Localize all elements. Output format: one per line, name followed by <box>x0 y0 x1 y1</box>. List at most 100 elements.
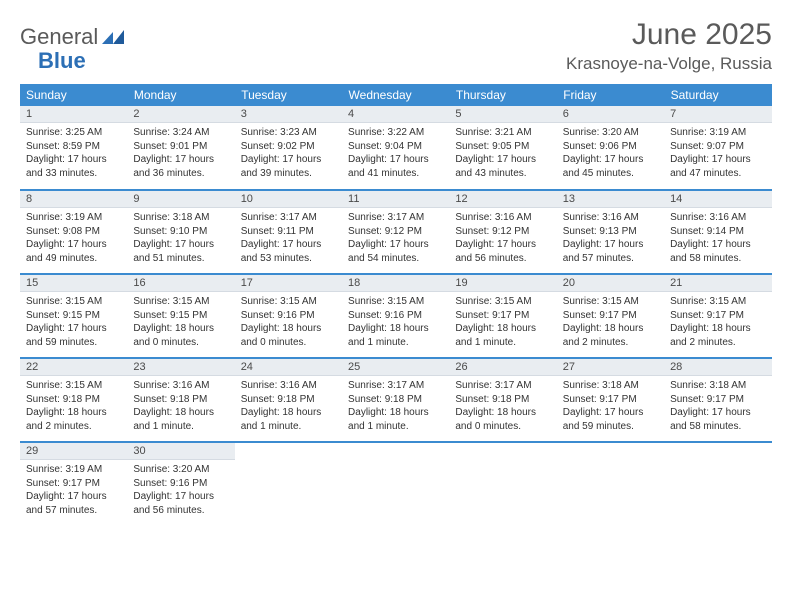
day-number: 24 <box>235 359 342 376</box>
dl1-text: Daylight: 17 hours <box>241 153 336 167</box>
col-friday: Friday <box>557 84 664 106</box>
dl1-text: Daylight: 17 hours <box>563 153 658 167</box>
sunset-text: Sunset: 9:18 PM <box>26 393 121 407</box>
day-number: 2 <box>127 106 234 123</box>
sunrise-text: Sunrise: 3:17 AM <box>241 211 336 225</box>
dl2-text: and 1 minute. <box>133 420 228 434</box>
day-number: 20 <box>557 275 664 292</box>
day-number: 15 <box>20 275 127 292</box>
dl2-text: and 2 minutes. <box>670 336 765 350</box>
week-row: 15Sunrise: 3:15 AMSunset: 9:15 PMDayligh… <box>20 274 772 358</box>
day-details: Sunrise: 3:15 AMSunset: 9:17 PMDaylight:… <box>449 292 556 353</box>
day-details: Sunrise: 3:16 AMSunset: 9:18 PMDaylight:… <box>235 376 342 437</box>
sunrise-text: Sunrise: 3:18 AM <box>563 379 658 393</box>
logo-mark-icon <box>102 30 124 44</box>
dl2-text: and 2 minutes. <box>26 420 121 434</box>
dl1-text: Daylight: 17 hours <box>670 153 765 167</box>
dl2-text: and 49 minutes. <box>26 252 121 266</box>
sunset-text: Sunset: 9:05 PM <box>455 140 550 154</box>
day-details: Sunrise: 3:16 AMSunset: 9:14 PMDaylight:… <box>664 208 771 269</box>
day-cell: 22Sunrise: 3:15 AMSunset: 9:18 PMDayligh… <box>20 358 127 442</box>
dl2-text: and 0 minutes. <box>241 336 336 350</box>
sunset-text: Sunset: 9:18 PM <box>241 393 336 407</box>
day-number: 11 <box>342 191 449 208</box>
day-cell: 25Sunrise: 3:17 AMSunset: 9:18 PMDayligh… <box>342 358 449 442</box>
day-number: 18 <box>342 275 449 292</box>
day-cell <box>235 442 342 526</box>
day-details: Sunrise: 3:17 AMSunset: 9:18 PMDaylight:… <box>449 376 556 437</box>
sunrise-text: Sunrise: 3:20 AM <box>133 463 228 477</box>
location: Krasnoye-na-Volge, Russia <box>566 54 772 74</box>
sunset-text: Sunset: 9:17 PM <box>563 309 658 323</box>
sunrise-text: Sunrise: 3:21 AM <box>455 126 550 140</box>
day-number: 13 <box>557 191 664 208</box>
dl2-text: and 1 minute. <box>348 420 443 434</box>
sunset-text: Sunset: 9:18 PM <box>348 393 443 407</box>
dl2-text: and 59 minutes. <box>563 420 658 434</box>
day-cell: 20Sunrise: 3:15 AMSunset: 9:17 PMDayligh… <box>557 274 664 358</box>
dl2-text: and 56 minutes. <box>455 252 550 266</box>
dl1-text: Daylight: 17 hours <box>26 238 121 252</box>
day-number: 19 <box>449 275 556 292</box>
sunset-text: Sunset: 9:12 PM <box>455 225 550 239</box>
dl1-text: Daylight: 18 hours <box>241 406 336 420</box>
sunrise-text: Sunrise: 3:17 AM <box>348 211 443 225</box>
week-row: 8Sunrise: 3:19 AMSunset: 9:08 PMDaylight… <box>20 190 772 274</box>
day-number: 21 <box>664 275 771 292</box>
day-cell: 23Sunrise: 3:16 AMSunset: 9:18 PMDayligh… <box>127 358 234 442</box>
day-number: 26 <box>449 359 556 376</box>
sunrise-text: Sunrise: 3:15 AM <box>670 295 765 309</box>
day-details: Sunrise: 3:15 AMSunset: 9:16 PMDaylight:… <box>235 292 342 353</box>
dl1-text: Daylight: 18 hours <box>670 322 765 336</box>
day-details: Sunrise: 3:18 AMSunset: 9:17 PMDaylight:… <box>664 376 771 437</box>
dl2-text: and 54 minutes. <box>348 252 443 266</box>
day-details: Sunrise: 3:19 AMSunset: 9:07 PMDaylight:… <box>664 123 771 184</box>
dl2-text: and 58 minutes. <box>670 252 765 266</box>
dl1-text: Daylight: 18 hours <box>348 406 443 420</box>
dl2-text: and 39 minutes. <box>241 167 336 181</box>
day-details: Sunrise: 3:20 AMSunset: 9:06 PMDaylight:… <box>557 123 664 184</box>
dl2-text: and 53 minutes. <box>241 252 336 266</box>
sunset-text: Sunset: 9:18 PM <box>133 393 228 407</box>
day-number: 7 <box>664 106 771 123</box>
sunset-text: Sunset: 8:59 PM <box>26 140 121 154</box>
sunrise-text: Sunrise: 3:15 AM <box>26 295 121 309</box>
sunset-text: Sunset: 9:08 PM <box>26 225 121 239</box>
day-cell: 24Sunrise: 3:16 AMSunset: 9:18 PMDayligh… <box>235 358 342 442</box>
dl2-text: and 57 minutes. <box>26 504 121 518</box>
day-cell: 9Sunrise: 3:18 AMSunset: 9:10 PMDaylight… <box>127 190 234 274</box>
sunrise-text: Sunrise: 3:22 AM <box>348 126 443 140</box>
day-number: 14 <box>664 191 771 208</box>
sunrise-text: Sunrise: 3:17 AM <box>348 379 443 393</box>
day-cell: 15Sunrise: 3:15 AMSunset: 9:15 PMDayligh… <box>20 274 127 358</box>
day-number: 9 <box>127 191 234 208</box>
day-cell: 7Sunrise: 3:19 AMSunset: 9:07 PMDaylight… <box>664 106 771 190</box>
sunset-text: Sunset: 9:04 PM <box>348 140 443 154</box>
day-cell: 1Sunrise: 3:25 AMSunset: 8:59 PMDaylight… <box>20 106 127 190</box>
month-title: June 2025 <box>566 18 772 52</box>
day-number: 4 <box>342 106 449 123</box>
day-details: Sunrise: 3:21 AMSunset: 9:05 PMDaylight:… <box>449 123 556 184</box>
day-number: 10 <box>235 191 342 208</box>
day-number: 6 <box>557 106 664 123</box>
sunset-text: Sunset: 9:02 PM <box>241 140 336 154</box>
sunset-text: Sunset: 9:18 PM <box>455 393 550 407</box>
day-number: 28 <box>664 359 771 376</box>
sunset-text: Sunset: 9:17 PM <box>563 393 658 407</box>
dl1-text: Daylight: 17 hours <box>26 490 121 504</box>
sunset-text: Sunset: 9:01 PM <box>133 140 228 154</box>
col-monday: Monday <box>127 84 234 106</box>
day-cell: 11Sunrise: 3:17 AMSunset: 9:12 PMDayligh… <box>342 190 449 274</box>
dl1-text: Daylight: 17 hours <box>26 153 121 167</box>
dl2-text: and 0 minutes. <box>455 420 550 434</box>
day-number: 23 <box>127 359 234 376</box>
day-cell: 30Sunrise: 3:20 AMSunset: 9:16 PMDayligh… <box>127 442 234 526</box>
day-cell: 29Sunrise: 3:19 AMSunset: 9:17 PMDayligh… <box>20 442 127 526</box>
day-cell: 12Sunrise: 3:16 AMSunset: 9:12 PMDayligh… <box>449 190 556 274</box>
dl2-text: and 0 minutes. <box>133 336 228 350</box>
dl1-text: Daylight: 17 hours <box>348 153 443 167</box>
day-number: 29 <box>20 443 127 460</box>
day-cell: 19Sunrise: 3:15 AMSunset: 9:17 PMDayligh… <box>449 274 556 358</box>
day-cell <box>557 442 664 526</box>
dl2-text: and 41 minutes. <box>348 167 443 181</box>
